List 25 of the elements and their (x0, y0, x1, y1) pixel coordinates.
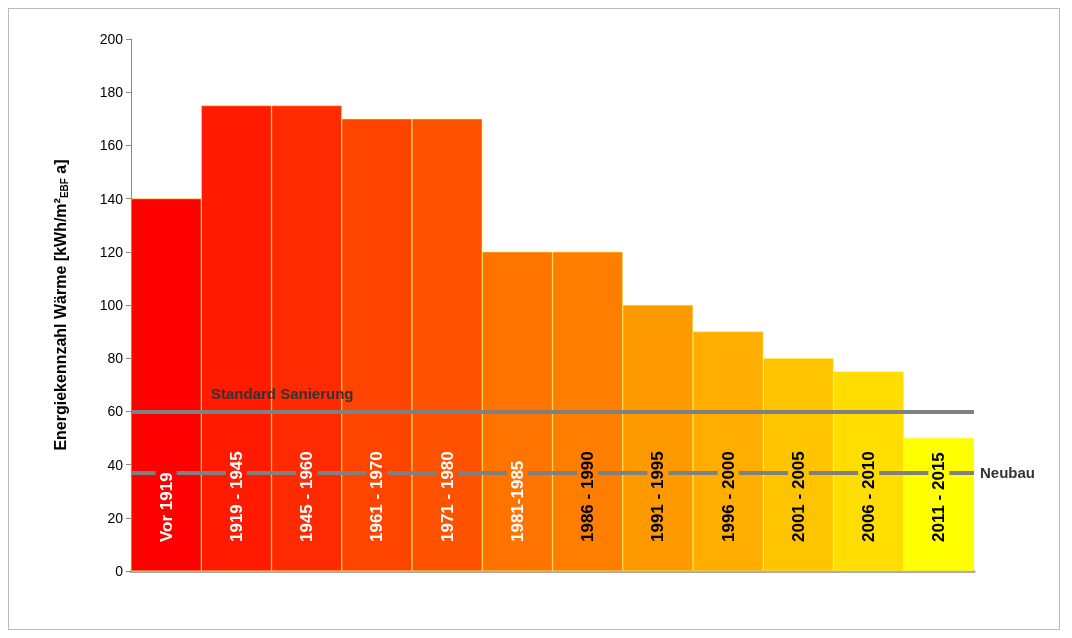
y-tick-label: 20 (107, 509, 124, 526)
x-tick-label: 2001 - 2005 (788, 451, 808, 542)
x-tick-label: 1961 - 1970 (367, 451, 387, 542)
y-tick-label: 80 (107, 350, 124, 367)
x-tick-label: 1981-1985 (507, 460, 527, 542)
y-tick-label: 40 (107, 456, 124, 473)
y-tick-label: 140 (99, 190, 124, 207)
y-tick-label: 100 (99, 297, 124, 313)
ref-line-label: Neubau (980, 464, 1036, 482)
y-tick-label: 0 (115, 563, 124, 579)
y-tick-label: 160 (99, 137, 124, 154)
y-tick-label: 200 (99, 31, 124, 47)
x-tick-label: 1945 - 1960 (297, 451, 317, 542)
y-tick-label: 60 (107, 403, 124, 420)
x-tick-label: 1971 - 1980 (437, 451, 457, 542)
x-tick-label: 1986 - 1990 (578, 451, 598, 542)
y-tick-label: 120 (99, 243, 124, 260)
x-tick-label: 1996 - 2000 (718, 451, 738, 542)
x-tick-label: Vor 1919 (156, 472, 176, 542)
x-tick-label: 2011 - 2015 (929, 452, 949, 542)
y-axis-title: Energiekennzahl Wärme [kWh/m²EBF a] (51, 159, 70, 451)
x-tick-label: 2006 - 2010 (859, 451, 879, 542)
x-tick-label: 1991 - 1995 (648, 451, 668, 542)
x-tick-label: 1919 - 1945 (226, 451, 246, 542)
y-tick-label: 180 (99, 84, 124, 101)
